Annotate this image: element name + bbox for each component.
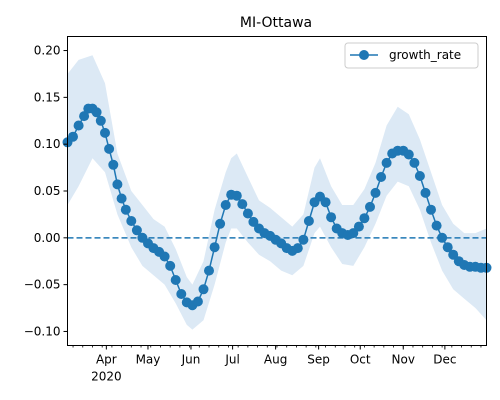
data-point <box>209 242 220 253</box>
data-point <box>437 232 448 243</box>
y-tick-label: 0.05 <box>34 184 61 198</box>
data-point <box>95 115 106 126</box>
plot-area <box>62 55 492 330</box>
data-point <box>231 190 242 201</box>
data-point <box>220 200 231 210</box>
chart-title: MI-Ottawa <box>240 15 312 31</box>
data-point <box>370 187 381 198</box>
data-point <box>192 296 203 307</box>
x-tick-label: Dec <box>433 353 456 367</box>
data-point <box>112 179 123 190</box>
data-point <box>204 265 214 276</box>
data-point <box>353 221 364 232</box>
data-point <box>215 218 226 229</box>
data-point <box>292 243 303 254</box>
data-point <box>448 249 459 260</box>
x-tick-label: Aug <box>264 353 287 367</box>
data-point <box>359 213 370 224</box>
data-point <box>303 216 314 226</box>
data-point <box>176 289 187 299</box>
data-point <box>159 251 170 262</box>
y-tick-label: −0.10 <box>24 324 61 338</box>
legend-box <box>344 42 479 69</box>
data-point <box>326 212 337 223</box>
data-point <box>242 208 253 219</box>
data-point <box>420 187 431 198</box>
x-tick-label: Apr <box>96 353 117 367</box>
data-point <box>116 193 127 204</box>
data-point <box>403 149 414 160</box>
data-point <box>165 260 176 271</box>
y-axis: −0.10 −0.05 0.00 0.05 0.10 0.15 0.20 <box>24 44 68 338</box>
data-point <box>126 216 137 226</box>
data-point <box>426 204 436 215</box>
y-tick-label: 0.00 <box>34 231 61 245</box>
data-point <box>381 157 392 168</box>
data-point <box>248 216 259 227</box>
data-point <box>104 143 115 154</box>
data-point <box>348 228 359 239</box>
legend-marker-swatch <box>359 50 369 60</box>
data-point <box>120 204 131 215</box>
x-axis: Apr 2020 May Jun Jul Aug Sep Oct Nov Dec <box>72 345 482 384</box>
data-point <box>91 107 102 118</box>
data-point <box>442 242 453 253</box>
x-tick-label: Nov <box>392 353 415 367</box>
data-point <box>198 284 209 295</box>
data-point <box>237 199 248 210</box>
data-point <box>108 159 119 170</box>
y-tick-label: 0.20 <box>34 44 61 58</box>
x-tick-label: Jul <box>224 353 239 367</box>
data-point <box>365 201 375 212</box>
data-point <box>73 120 84 131</box>
data-point <box>170 275 181 285</box>
data-point <box>414 171 425 181</box>
confidence-band-layer <box>67 55 487 330</box>
x-tick-label: Oct <box>350 353 371 367</box>
data-point <box>409 157 420 168</box>
data-point <box>131 225 142 236</box>
data-point <box>376 172 387 182</box>
x-tick-label: Sep <box>307 353 330 367</box>
x-tick-year-label: 2020 <box>91 370 122 384</box>
data-point <box>431 220 442 231</box>
data-point <box>79 111 90 122</box>
data-point <box>68 131 78 142</box>
x-tick-label: May <box>136 353 161 367</box>
y-tick-label: 0.15 <box>34 90 61 104</box>
confidence-band <box>67 55 487 330</box>
y-tick-label: 0.10 <box>34 137 61 151</box>
data-point <box>298 234 309 245</box>
y-tick-label: −0.05 <box>24 278 61 292</box>
x-tick-label: Jun <box>181 353 201 367</box>
data-point <box>100 127 110 138</box>
legend-entry-growth-rate: growth_rate <box>389 48 461 62</box>
data-point <box>320 197 331 208</box>
legend: growth_rate <box>344 42 479 69</box>
series-marker-layer <box>62 103 492 311</box>
